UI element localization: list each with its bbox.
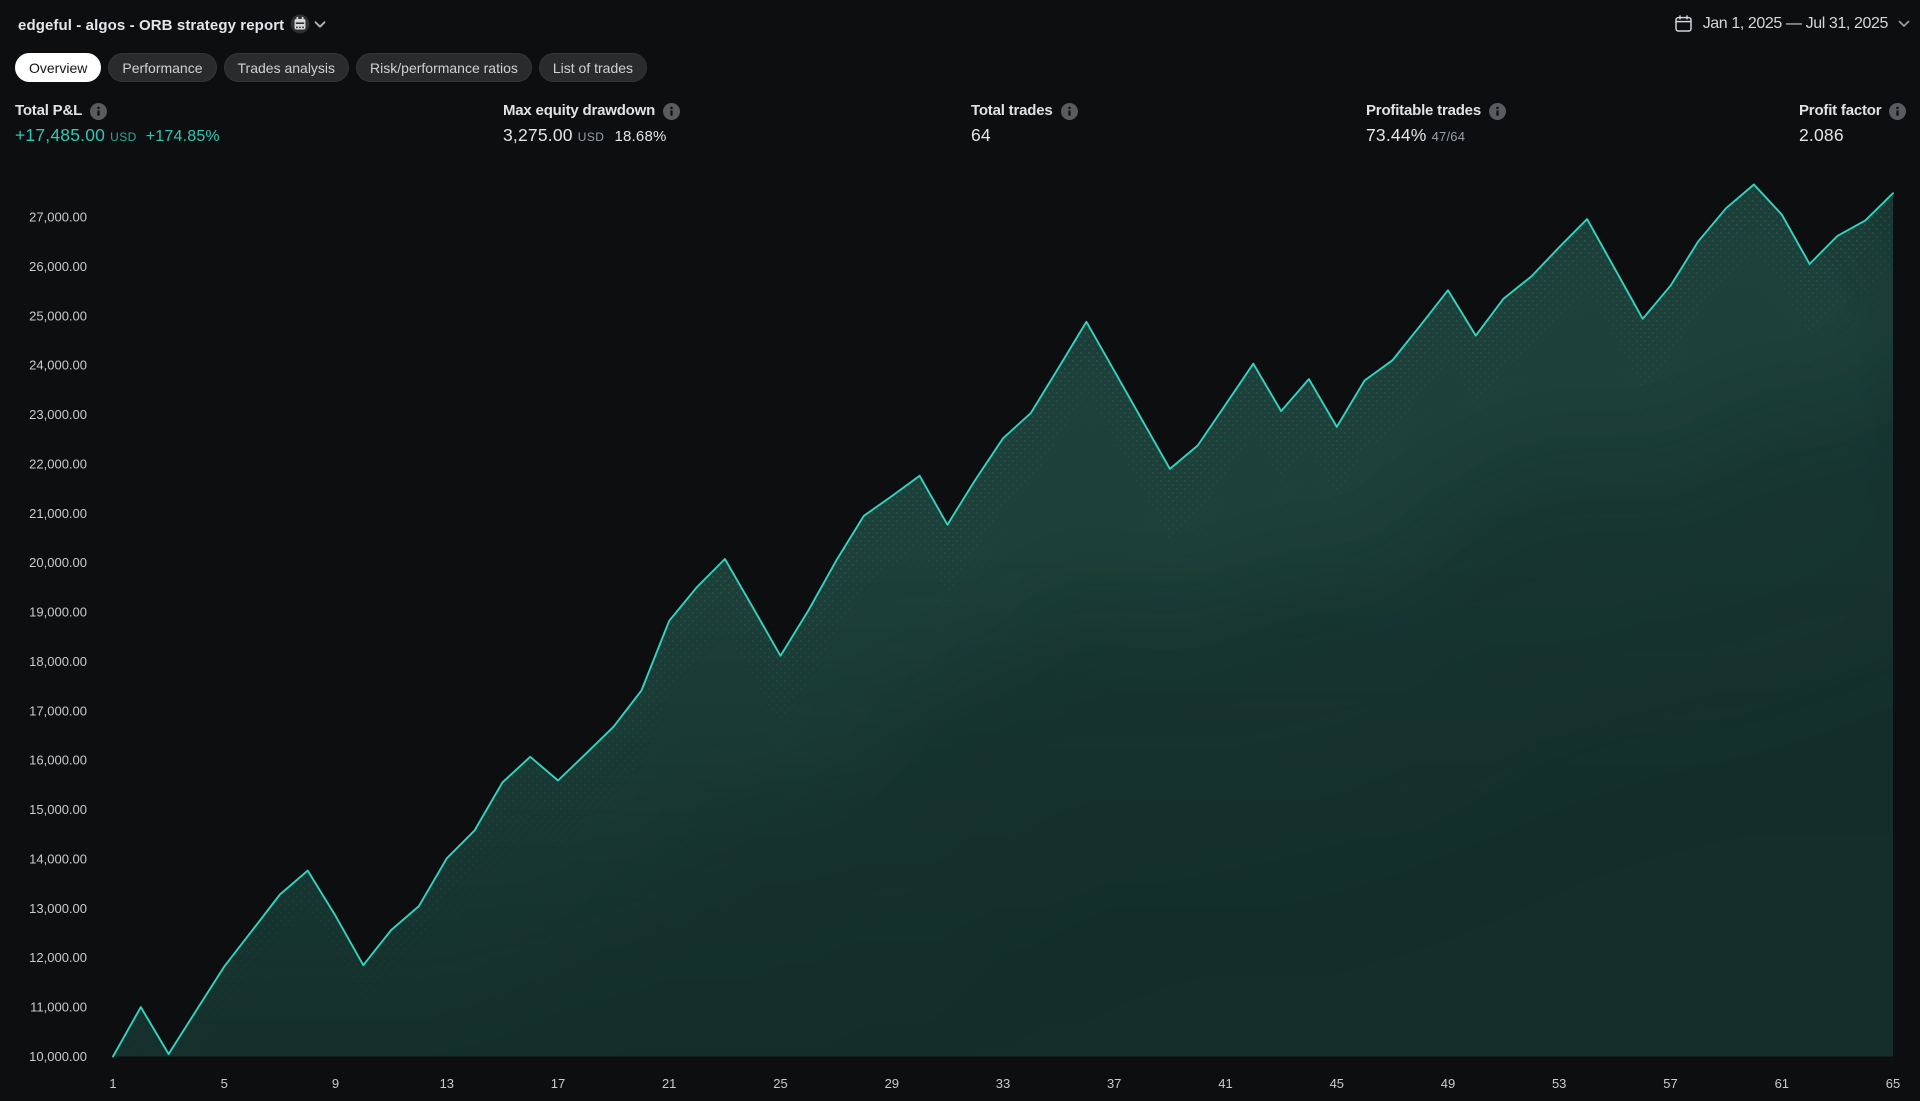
svg-text:23,000.00: 23,000.00 [29, 407, 87, 422]
svg-text:1: 1 [109, 1076, 116, 1091]
svg-text:20,000.00: 20,000.00 [29, 555, 87, 570]
svg-text:21,000.00: 21,000.00 [29, 506, 87, 521]
svg-text:18,000.00: 18,000.00 [29, 654, 87, 669]
svg-text:57: 57 [1663, 1076, 1677, 1091]
svg-text:25,000.00: 25,000.00 [29, 308, 87, 323]
svg-text:27,000.00: 27,000.00 [29, 210, 87, 225]
svg-text:45: 45 [1330, 1076, 1344, 1091]
svg-text:14,000.00: 14,000.00 [29, 852, 87, 867]
svg-text:37: 37 [1107, 1076, 1121, 1091]
svg-text:10,000.00: 10,000.00 [29, 1049, 87, 1064]
svg-text:65: 65 [1886, 1076, 1900, 1091]
svg-text:11,000.00: 11,000.00 [30, 1000, 87, 1015]
svg-text:12,000.00: 12,000.00 [29, 950, 87, 965]
svg-text:22,000.00: 22,000.00 [29, 457, 87, 472]
svg-text:29: 29 [885, 1076, 899, 1091]
svg-text:5: 5 [221, 1076, 228, 1091]
svg-text:33: 33 [996, 1076, 1010, 1091]
svg-text:9: 9 [332, 1076, 339, 1091]
svg-text:15,000.00: 15,000.00 [29, 802, 87, 817]
svg-text:13,000.00: 13,000.00 [29, 901, 87, 916]
svg-text:21: 21 [662, 1076, 676, 1091]
svg-text:26,000.00: 26,000.00 [29, 259, 87, 274]
svg-text:13: 13 [440, 1076, 454, 1091]
svg-text:61: 61 [1775, 1076, 1789, 1091]
svg-text:17,000.00: 17,000.00 [29, 703, 87, 718]
svg-text:19,000.00: 19,000.00 [29, 605, 87, 620]
svg-text:41: 41 [1218, 1076, 1232, 1091]
svg-text:24,000.00: 24,000.00 [29, 358, 87, 373]
svg-text:49: 49 [1441, 1076, 1455, 1091]
svg-text:53: 53 [1552, 1076, 1566, 1091]
svg-text:25: 25 [773, 1076, 787, 1091]
svg-text:17: 17 [551, 1076, 565, 1091]
svg-text:16,000.00: 16,000.00 [29, 753, 87, 768]
